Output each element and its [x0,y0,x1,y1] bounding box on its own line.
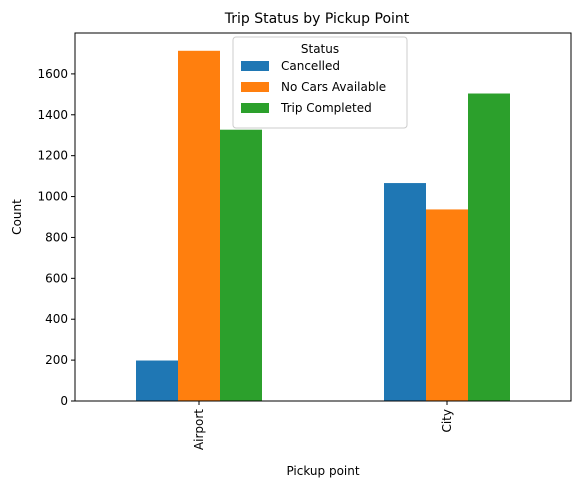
bars-group [136,50,510,402]
legend-items: Cancelled No Cars Available Trip Completed [241,59,386,115]
chart-title: Trip Status by Pickup Point [224,11,410,27]
x-tick-label-city: City [440,409,454,433]
y-tick-label: 1200 [37,149,68,163]
legend-swatch-no-cars-available [241,82,269,92]
y-tick-label: 200 [45,353,68,367]
legend-title: Status [301,42,339,56]
y-tick-label: 1600 [37,67,68,81]
y-tick-label: 0 [60,394,68,408]
plot-frame [74,32,572,402]
legend-label-trip-completed: Trip Completed [280,101,372,115]
x-tick-label-airport: Airport [192,409,206,450]
x-axis-ticks: Airport City [192,401,454,450]
y-tick-label: 800 [45,230,68,244]
x-axis-label: Pickup point [286,464,359,478]
bar-trip-completed-airport [220,129,262,402]
bar-cancelled-airport [136,360,178,401]
bar-no-cars-available-city [426,209,468,401]
legend-swatch-trip-completed [241,103,269,113]
legend: Status Cancelled No Cars Available Trip Co… [232,36,408,129]
y-tick-label: 1000 [37,190,68,204]
bar-no-cars-available-airport [178,50,220,401]
bar-cancelled-city [384,183,426,401]
bar-trip-completed-city [468,93,510,401]
legend-swatch-cancelled [241,61,269,71]
legend-box [232,36,408,129]
y-axis-ticks: 0 200 400 600 800 1000 1200 1400 1600 [37,67,75,408]
y-axis-label: Count [10,199,24,235]
legend-label-no-cars-available: No Cars Available [281,80,386,94]
y-tick-label: 1400 [37,108,68,122]
y-tick-label: 400 [45,312,68,326]
legend-label-cancelled: Cancelled [281,59,340,73]
y-tick-label: 600 [45,271,68,285]
